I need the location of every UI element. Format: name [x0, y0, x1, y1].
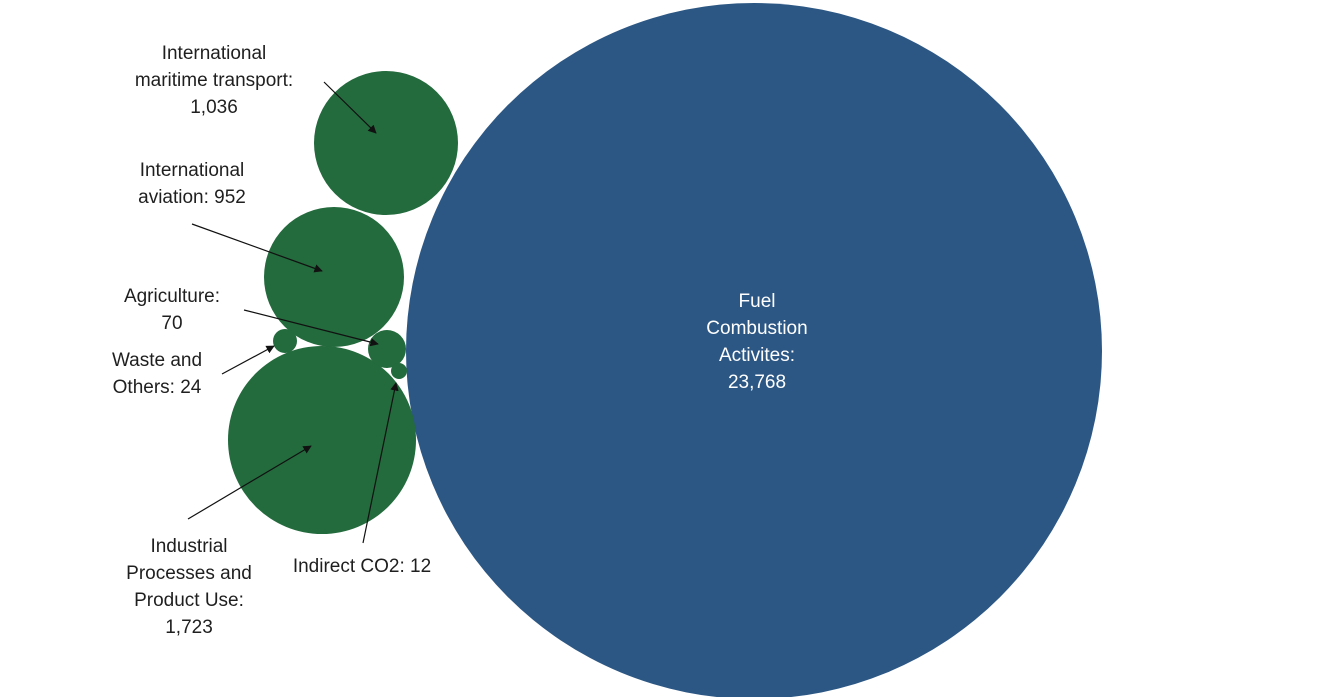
- data-label-line: Activites:: [718, 345, 796, 366]
- data-label-waste: Waste and Others: 24: [72, 347, 242, 401]
- data-label-agriculture: Agriculture: 70: [82, 283, 262, 337]
- leader-line-indirect: [362, 382, 399, 544]
- data-label-line: Waste and: [111, 350, 203, 371]
- data-label-line: 1,036: [190, 97, 238, 118]
- data-label-aviation: International aviation: 952: [92, 157, 292, 211]
- bubble-aviation[interactable]: [264, 207, 404, 347]
- data-label-indirect: Indirect CO2: 12: [272, 553, 452, 580]
- data-label-line: Processes and: [126, 563, 252, 584]
- leader-line-maritime: [323, 81, 377, 134]
- bubble-agriculture[interactable]: [368, 330, 406, 368]
- data-label-industrial: Industrial Processes and Product Use: 1,723: [94, 533, 284, 641]
- data-label-line: Fuel: [738, 291, 776, 312]
- leader-line-aviation: [191, 223, 323, 273]
- leader-line-agriculture: [243, 309, 379, 347]
- data-label-line: maritime transport:: [134, 70, 294, 91]
- bubble-fuel[interactable]: [406, 3, 1102, 697]
- data-label-line: 23,768: [727, 372, 787, 393]
- data-label-line: Indirect CO2: 12: [292, 556, 432, 577]
- data-label-line: aviation: 952: [138, 187, 246, 208]
- bubbles-layer: [228, 3, 1102, 697]
- leader-line-waste: [221, 345, 275, 375]
- leader-lines-layer: [187, 81, 399, 544]
- data-label-line: Industrial: [150, 536, 228, 557]
- bubble-industrial[interactable]: [228, 346, 416, 534]
- bubble-indirect[interactable]: [391, 363, 407, 379]
- data-label-line: International: [139, 160, 245, 181]
- data-label-line: Product Use:: [134, 590, 244, 611]
- data-label-line: 1,723: [165, 617, 213, 638]
- data-label-line: Others: 24: [112, 377, 202, 398]
- data-label-line: Agriculture:: [123, 286, 221, 307]
- data-label-maritime: International maritime transport: 1,036: [104, 40, 324, 121]
- bubble-waste[interactable]: [273, 329, 297, 353]
- data-label-line: Combustion: [706, 318, 808, 339]
- data-label-line: 70: [161, 313, 183, 334]
- leader-line-industrial: [187, 445, 312, 520]
- data-label-line: International: [161, 43, 267, 64]
- data-label-fuel: Fuel Combustion Activites: 23,768: [657, 288, 857, 396]
